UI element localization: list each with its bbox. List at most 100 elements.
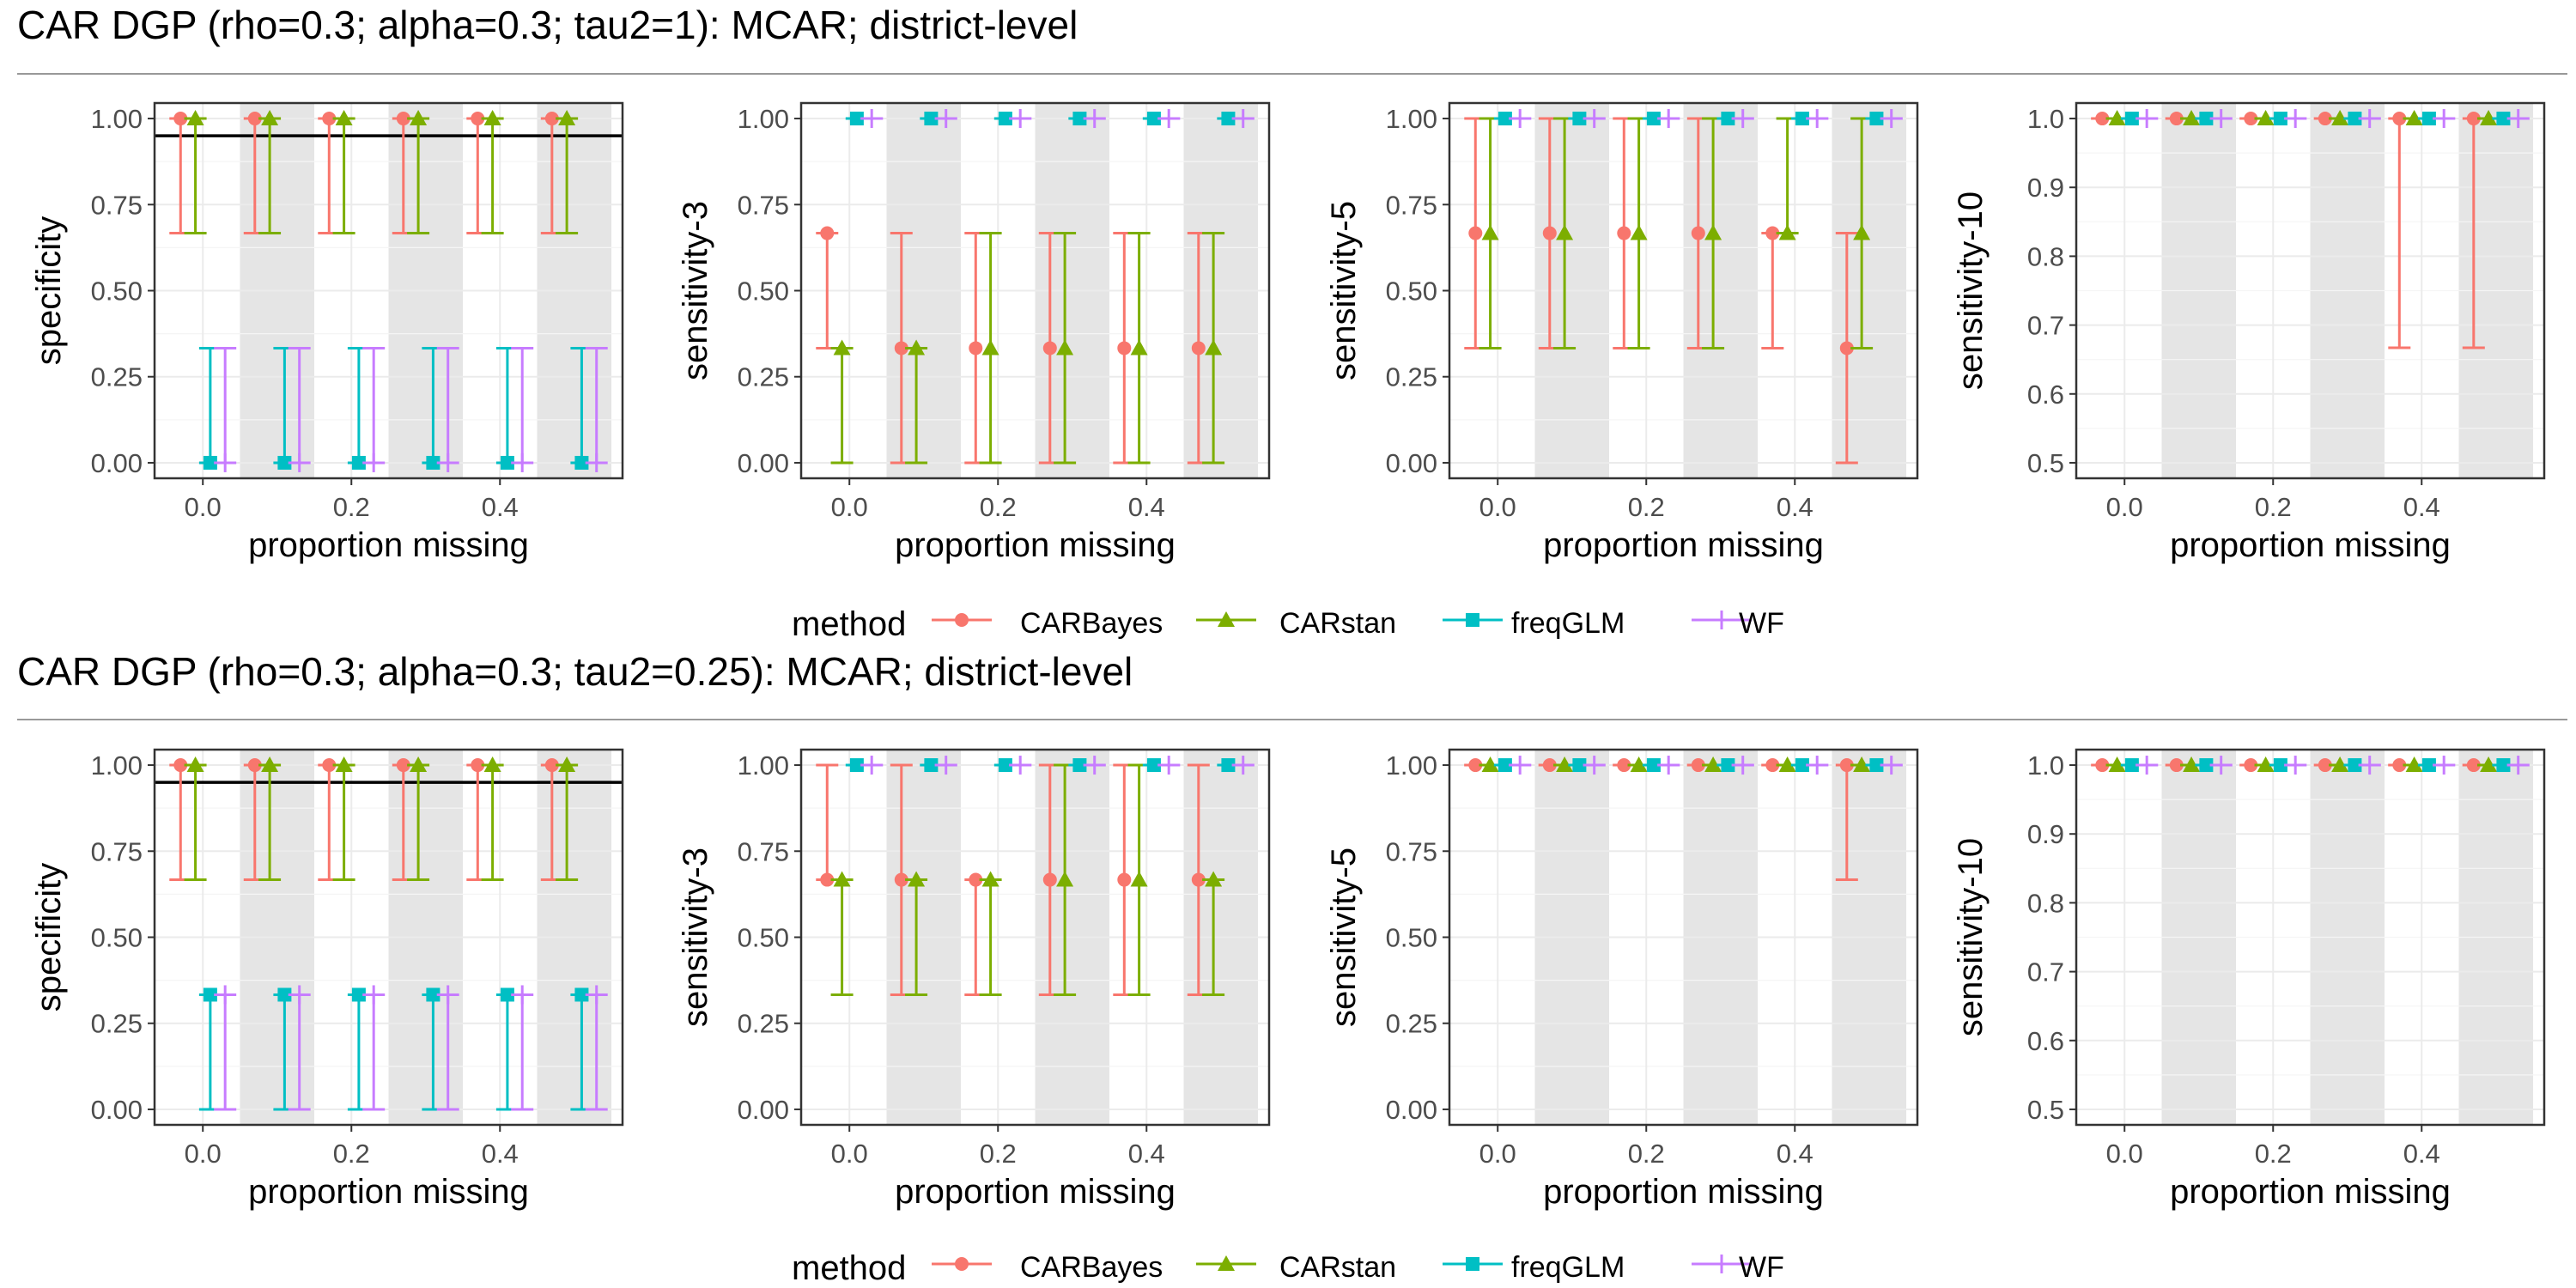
point-freqglm (351, 455, 366, 470)
point-carstan (1778, 224, 1796, 240)
y-tick-label: 0.75 (1386, 190, 1437, 220)
point-carbayes (1839, 758, 1854, 773)
series-wf (1509, 756, 1903, 775)
x-tick-label: 0.0 (185, 1139, 222, 1169)
point-freqglm (277, 455, 292, 470)
point-wf (1084, 756, 1104, 775)
point-carstan (335, 110, 353, 126)
point-carstan (1704, 756, 1722, 773)
point-wf (1881, 756, 1901, 775)
point-carbayes (1542, 758, 1557, 773)
point-freqglm (1221, 758, 1236, 773)
point-carbayes (2095, 758, 2110, 773)
point-carbayes (1765, 758, 1780, 773)
point-carbayes (1042, 341, 1057, 355)
legend-key-carstan (1196, 1255, 1256, 1271)
x-tick-label: 0.0 (2106, 492, 2143, 522)
point-wf (216, 985, 235, 1005)
x-tick-label: 0.0 (2106, 1139, 2143, 1169)
x-tick-label: 0.0 (1479, 492, 1516, 522)
point-carbayes (2466, 112, 2481, 126)
y-tick-label: 0.9 (2027, 173, 2064, 203)
point-wf (936, 756, 956, 775)
legend-label-carstan: CARstan (1279, 607, 1396, 640)
y-axis-label: sensitivity-5 (1325, 848, 1363, 1027)
y-tick-label: 1.00 (91, 104, 143, 134)
x-axis-label: proportion missing (1543, 526, 1824, 564)
point-wf (513, 453, 532, 472)
point-wf (2434, 756, 2454, 775)
x-tick-label: 0.4 (482, 1139, 519, 1169)
row-2-title: CAR DGP (rho=0.3; alpha=0.3; tau2=0.25):… (17, 649, 1133, 694)
series-carbayes (816, 763, 1210, 996)
x-axis-label: proportion missing (1543, 1173, 1824, 1211)
legend-label-freqglm: freqGLM (1511, 607, 1625, 640)
point-freqglm (1869, 112, 1884, 126)
point-carbayes (2244, 112, 2258, 126)
point-wf (2211, 109, 2231, 129)
series-carstan (1479, 117, 1874, 349)
point-carbayes (2169, 758, 2184, 773)
legend-key-carstan (1196, 611, 1256, 627)
point-freqglm (1498, 112, 1512, 126)
point-carstan (1556, 224, 1574, 240)
point-carbayes (173, 758, 188, 773)
point-freqglm (1721, 758, 1735, 773)
panel-1-sensitivity-5: 0.00 0.25 0.50 0.75 1.00 0.0 0.2 0.4 proportion … (1325, 101, 1919, 564)
panel-border (2075, 101, 2546, 480)
point-carstan (410, 110, 428, 126)
y-tick-label: 0.9 (2027, 819, 2064, 849)
point-freqglm (924, 112, 939, 126)
point-wf (586, 985, 606, 1005)
legend-label-carbayes: CARBayes (1020, 1251, 1163, 1284)
y-tick-label: 0.75 (91, 190, 143, 220)
point-carstan (1853, 224, 1871, 240)
y-tick-label: 1.00 (738, 750, 789, 781)
legend-key-carstan-marker (1218, 611, 1235, 627)
series-wf (2136, 109, 2530, 129)
point-wf (1881, 109, 1901, 129)
legend-key-carbayes-marker (955, 1257, 969, 1271)
point-carstan (1130, 339, 1148, 355)
point-carbayes (1117, 341, 1132, 355)
y-tick-label: 1.00 (738, 104, 789, 134)
point-freqglm (1572, 758, 1587, 773)
point-freqglm (1869, 758, 1884, 773)
point-carstan (1205, 871, 1223, 887)
series-carstan (830, 763, 1225, 996)
point-carstan (1205, 339, 1223, 355)
panel-1-sensitivity-10: 0.5 0.6 0.7 0.8 0.9 1.0 0.0 0.2 0.4 proportion mi… (1952, 101, 2546, 564)
point-wf (586, 453, 606, 472)
y-tick-label: 0.75 (738, 190, 789, 220)
point-wf (1233, 109, 1253, 129)
point-carbayes (820, 226, 835, 240)
point-wf (1584, 109, 1604, 129)
point-freqglm (1072, 758, 1087, 773)
point-wf (1733, 756, 1753, 775)
x-tick-label: 0.4 (1128, 492, 1165, 522)
point-wf (1011, 756, 1030, 775)
legend-key-carbayes (932, 1257, 992, 1271)
point-carstan (186, 110, 204, 126)
point-carbayes (1468, 758, 1483, 773)
series-carbayes (816, 226, 1210, 465)
point-freqglm (2348, 112, 2362, 126)
point-freqglm (924, 758, 939, 773)
point-freqglm (849, 758, 864, 773)
point-wf (2286, 109, 2306, 129)
point-freqglm (1146, 112, 1161, 126)
point-freqglm (1498, 758, 1512, 773)
series-carstan (830, 232, 1225, 465)
point-carstan (1481, 224, 1499, 240)
legend-label-carbayes: CARBayes (1020, 607, 1163, 640)
point-wf (364, 453, 384, 472)
point-wf (513, 985, 532, 1005)
point-wf (2360, 109, 2379, 129)
y-tick-label: 0.5 (2027, 448, 2064, 478)
point-carbayes (396, 758, 410, 773)
panel-2-specificity: 0.00 0.25 0.50 0.75 1.00 0.0 0.2 0.4 proportion … (30, 748, 624, 1211)
y-tick-label: 0.00 (91, 1095, 143, 1125)
y-tick-label: 0.50 (91, 923, 143, 953)
y-tick-label: 0.25 (738, 1009, 789, 1039)
